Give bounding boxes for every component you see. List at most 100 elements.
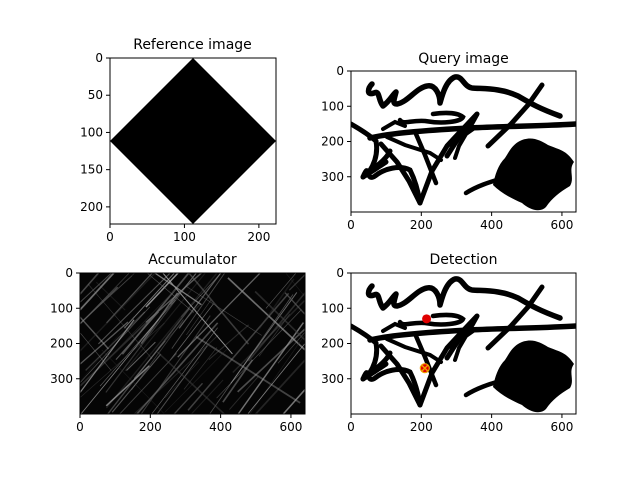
y-tick-label: 0: [95, 51, 103, 65]
accumulator-streak: [156, 351, 226, 414]
accumulator-streak: [229, 376, 259, 410]
detection-cross-line: [421, 364, 429, 372]
accumulator-streak: [87, 283, 153, 360]
x-tick-label: 0: [347, 420, 355, 434]
y-tick-label: 300: [321, 170, 344, 184]
accumulator-streak: [164, 348, 228, 413]
accumulator-streak: [123, 273, 176, 329]
x-tick-label: 400: [480, 420, 503, 434]
panel-detection: Detection 0 200 400 600 0 100 200 300: [321, 252, 577, 434]
x-tick-label: 0: [106, 230, 114, 244]
accumulator-streak: [80, 306, 151, 384]
accumulator-streak: [249, 333, 305, 414]
x-tick-label: 600: [550, 218, 573, 232]
accumulator-streak: [124, 273, 207, 372]
accumulator-streak: [80, 273, 136, 324]
y-tick-label: 300: [50, 372, 73, 386]
y-tick-label: 200: [321, 135, 344, 149]
accumulator-streak: [145, 273, 180, 308]
accumulator-streak: [80, 273, 113, 304]
y-tick-label: 200: [50, 337, 73, 351]
y-tick-label: 300: [321, 372, 344, 386]
detection-markers: [419, 314, 432, 374]
y-tick-label: 100: [321, 301, 344, 315]
accumulator-streak: [80, 319, 135, 394]
detection-y-ticks: 0 100 200 300: [321, 266, 351, 386]
accumulator-streak: [80, 319, 159, 414]
panel-accumulator: Accumulator 0 200 400 600 0 100 200 300: [50, 252, 306, 434]
accumulator-streak: [119, 353, 177, 414]
accumulator-streak: [237, 322, 305, 414]
accumulator-streak: [222, 359, 254, 403]
accumulator-streak: [195, 336, 301, 404]
accumulator-streak: [106, 307, 190, 414]
accumulator-streak: [101, 349, 165, 414]
y-tick-label: 200: [321, 337, 344, 351]
x-tick-label: 200: [247, 230, 270, 244]
accumulator-streak: [133, 334, 219, 414]
accumulator-streak: [170, 273, 197, 305]
reference-frame: [109, 57, 277, 225]
accumulator-streak: [131, 319, 184, 391]
accumulator-streak: [186, 299, 212, 336]
accumulator-streak: [80, 273, 156, 352]
accumulator-streak: [105, 365, 150, 407]
accumulator-streak: [80, 313, 156, 388]
accumulator-streak: [153, 273, 202, 306]
accumulator-streak: [237, 327, 305, 393]
accumulator-streak: [173, 382, 204, 414]
detection-title: Detection: [429, 252, 497, 268]
panel-reference: Reference image 0 100 200 0 50 100 150 200: [80, 37, 277, 244]
accumulator-streak: [115, 311, 160, 361]
y-tick-label: 100: [50, 301, 73, 315]
accumulator-streak: [177, 273, 261, 358]
accumulator-streak: [80, 315, 135, 383]
x-tick-label: 0: [347, 218, 355, 232]
detection-point: [422, 314, 432, 324]
accumulator-streak: [284, 292, 305, 316]
accumulator-streak: [98, 273, 171, 345]
accumulator-title: Accumulator: [148, 252, 237, 268]
accumulator-streak: [135, 322, 219, 414]
accumulator-x-ticks: 0 200 400 600: [76, 414, 302, 434]
y-tick-label: 200: [80, 200, 103, 214]
y-tick-label: 150: [80, 163, 103, 177]
accumulator-streak: [80, 322, 165, 399]
query-x-ticks: 0 200 400 600: [347, 212, 573, 232]
accumulator-streak: [282, 388, 305, 414]
accumulator-streak: [80, 332, 112, 371]
accumulator-streak: [247, 291, 305, 362]
accumulator-streak: [111, 353, 162, 413]
accumulator-y-ticks: 0 100 200 300: [50, 266, 80, 386]
accumulator-streak: [106, 273, 154, 324]
reference-y-ticks: 0 50 100 150 200: [80, 51, 110, 214]
accumulator-streak: [254, 358, 305, 414]
accumulator-streak: [146, 273, 194, 313]
y-tick-label: 50: [88, 88, 103, 102]
accumulator-streak: [227, 277, 305, 352]
accumulator-streak: [80, 273, 130, 325]
accumulator-streak: [232, 300, 305, 373]
x-tick-label: 200: [410, 218, 433, 232]
x-tick-label: 400: [480, 218, 503, 232]
accumulator-streak: [145, 273, 203, 323]
accumulator-streak: [151, 327, 218, 414]
accumulator-streak: [230, 292, 298, 384]
accumulator-streak: [265, 273, 297, 309]
accumulator-streak: [180, 273, 222, 317]
accumulator-heatmap: [80, 273, 305, 414]
accumulator-streak: [258, 278, 295, 329]
accumulator-streak: [157, 304, 201, 349]
accumulator-streak: [140, 315, 211, 414]
accumulator-streak: [133, 340, 166, 379]
y-tick-label: 0: [336, 64, 344, 78]
reference-x-ticks: 0 100 200: [106, 224, 270, 244]
accumulator-streak: [80, 321, 129, 366]
x-tick-label: 400: [209, 420, 232, 434]
y-tick-label: 0: [65, 266, 73, 280]
panel-query: Query image 0 200 400 600 0 100 200 300: [321, 51, 577, 232]
x-tick-label: 600: [550, 420, 573, 434]
y-tick-label: 100: [321, 99, 344, 113]
accumulator-streaks: [80, 273, 305, 414]
